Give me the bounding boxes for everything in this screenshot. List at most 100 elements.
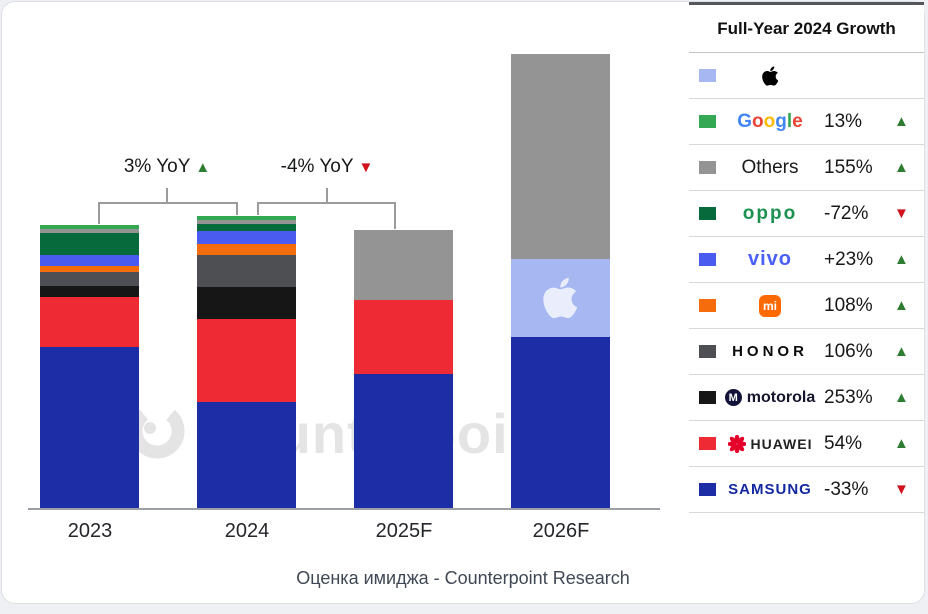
- legend-row-google: Google 13% ▲: [689, 99, 924, 145]
- legend-swatch-google: [699, 115, 716, 128]
- legend-logo-mi: mi: [716, 294, 824, 317]
- x-label-2024: 2024: [224, 520, 270, 542]
- apple-logo-icon: [543, 277, 578, 319]
- growth-arrow-huawei-up-icon: ▲: [894, 435, 909, 452]
- growth-value-oppo: -72%: [824, 202, 869, 224]
- apple-logo-icon: [761, 65, 779, 86]
- legend-row-vivo: vivo +23% ▲: [689, 237, 924, 283]
- plot-area: [2, 2, 924, 603]
- segment-honor-2024: [197, 255, 296, 287]
- legend-logo-oppo: oppo: [716, 203, 824, 225]
- segment-huawei-2023: [40, 297, 139, 347]
- oppo-logo: oppo: [742, 202, 798, 224]
- growth-value-google: 13%: [824, 110, 863, 132]
- segment-oppo-2024: [197, 224, 296, 231]
- bracket-1-horizontal: [98, 202, 238, 204]
- bar-2026f: [511, 54, 610, 508]
- growth-value-others: 155%: [824, 156, 873, 178]
- x-axis-line: [28, 508, 660, 510]
- honor-logo: HONOR: [732, 343, 808, 360]
- yoy-down-arrow-icon: ▼: [358, 159, 374, 176]
- legend-swatch-huawei: [699, 437, 716, 450]
- legend-logo-samsung: SAMSUNG: [716, 481, 824, 498]
- legend-row-huawei: HUAWEI 54% ▲: [689, 421, 924, 467]
- legend-swatch-vivo: [699, 253, 716, 266]
- x-label-2023: 2023: [67, 520, 113, 542]
- segment-others-2023: [40, 229, 139, 233]
- growth-value-motorola: 253%: [824, 386, 873, 408]
- vivo-logo: vivo: [747, 248, 793, 270]
- segment-samsung-2024: [197, 402, 296, 508]
- huawei-logo: HUAWEI: [750, 435, 813, 452]
- google-logo: Google: [737, 110, 803, 132]
- bar-2023: [40, 225, 139, 508]
- segment-huawei-2025f: [354, 300, 453, 374]
- legend-logo-huawei: HUAWEI: [716, 434, 824, 453]
- chart-caption: Оценка имиджа - Counterpoint Research: [296, 568, 630, 588]
- growth-value-samsung: -33%: [824, 478, 869, 500]
- legend-swatch-oppo: [699, 207, 716, 220]
- legend-row-oppo: oppo -72% ▼: [689, 191, 924, 237]
- legend-logo-google: Google: [716, 111, 824, 133]
- legend-swatch-motorola: [699, 391, 716, 404]
- yoy-up-arrow-icon: ▲: [195, 159, 211, 176]
- legend-row-others: Others 155% ▲: [689, 145, 924, 191]
- segment-motorola-2023: [40, 286, 139, 297]
- bracket-2-right-tick: [394, 202, 396, 229]
- segment-others-2025f: [354, 230, 453, 300]
- segment-vivo-2024: [197, 231, 296, 244]
- chart-card: Counterpoint 2023 2024 2025F 2026F 3% Yo…: [1, 1, 925, 604]
- segment-google-2023: [40, 225, 139, 229]
- segment-mi-2023: [40, 266, 139, 272]
- others-label: Others: [741, 156, 799, 178]
- segment-honor-2023: [40, 272, 139, 286]
- bracket-2-left-tick: [257, 202, 259, 215]
- growth-value-honor: 106%: [824, 340, 873, 362]
- growth-arrow-vivo-up-icon: ▲: [894, 251, 909, 268]
- motorola-emblem-icon: M: [724, 389, 742, 406]
- samsung-logo: SAMSUNG: [728, 481, 812, 498]
- legend-row-samsung: SAMSUNG -33% ▼: [689, 467, 924, 513]
- segment-samsung-2023: [40, 347, 139, 508]
- legend-title: Full-Year 2024 Growth: [689, 5, 924, 53]
- annotation-2025-yoy: -4% YoY ▼: [280, 156, 374, 177]
- segment-others-2024: [197, 220, 296, 224]
- growth-value-huawei: 54%: [824, 432, 863, 454]
- bar-2024: [197, 216, 296, 508]
- legend-swatch-apple: [699, 69, 716, 82]
- annotation-2024-yoy: 3% YoY ▲: [123, 156, 211, 177]
- segment-google-2024: [197, 216, 296, 220]
- bracket-2-horizontal: [257, 202, 396, 204]
- segment-samsung-2026f: [511, 337, 610, 508]
- legend-logo-others: Others: [716, 157, 824, 179]
- segment-mi-2024: [197, 244, 296, 255]
- legend-swatch-samsung: [699, 483, 716, 496]
- growth-arrow-others-up-icon: ▲: [894, 159, 909, 176]
- bar-2025f: [354, 230, 453, 508]
- segment-huawei-2024: [197, 319, 296, 402]
- segment-motorola-2024: [197, 287, 296, 319]
- xiaomi-mi-logo: mi: [759, 294, 781, 317]
- growth-arrow-google-up-icon: ▲: [894, 113, 909, 130]
- segment-oppo-2023: [40, 233, 139, 255]
- x-label-2025f: 2025F: [375, 520, 433, 542]
- legend-logo-honor: HONOR: [716, 343, 824, 360]
- legend-swatch-others: [699, 161, 716, 174]
- legend-logo-apple: [716, 65, 824, 87]
- growth-arrow-mi-up-icon: ▲: [894, 297, 909, 314]
- legend-row-mi: mi 108% ▲: [689, 283, 924, 329]
- bracket-1-right-tick: [236, 202, 238, 215]
- bracket-2-stub: [326, 188, 328, 202]
- segment-others-2026f: [511, 54, 610, 259]
- growth-arrow-samsung-down-icon: ▼: [894, 481, 909, 498]
- growth-value-mi: 108%: [824, 294, 873, 316]
- segment-vivo-2023: [40, 255, 139, 266]
- bracket-1-stub: [166, 188, 168, 202]
- bracket-1-left-tick: [98, 202, 100, 224]
- counterpoint-logo-icon: [126, 400, 188, 467]
- legend-swatch-mi: [699, 299, 716, 312]
- motorola-logo: motorola: [746, 388, 816, 406]
